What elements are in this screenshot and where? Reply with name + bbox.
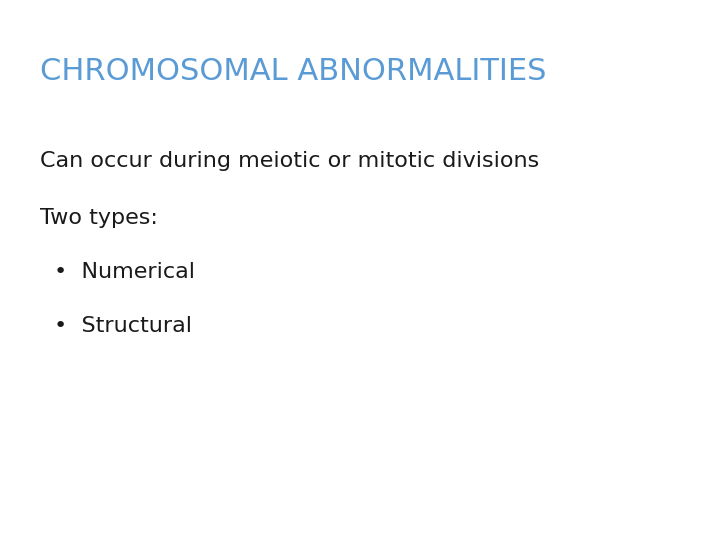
Text: Two types:: Two types: <box>40 208 158 228</box>
Text: CHROMOSOMAL ABNORMALITIES: CHROMOSOMAL ABNORMALITIES <box>40 57 546 86</box>
Text: •  Numerical: • Numerical <box>54 262 195 282</box>
Text: •  Structural: • Structural <box>54 316 192 336</box>
Text: Can occur during meiotic or mitotic divisions: Can occur during meiotic or mitotic divi… <box>40 151 539 171</box>
